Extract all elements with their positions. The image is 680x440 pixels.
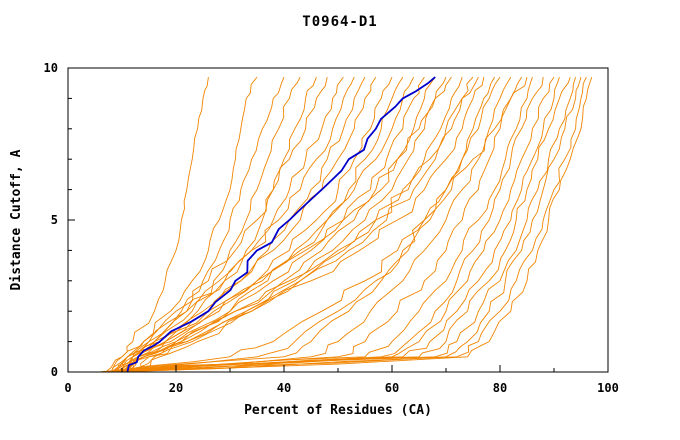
model-curve bbox=[121, 76, 436, 373]
model-curve bbox=[105, 76, 533, 373]
y-tick-label: 5 bbox=[51, 213, 58, 227]
model-curve bbox=[132, 76, 447, 373]
model-curve bbox=[132, 76, 404, 373]
model-curve bbox=[110, 76, 452, 373]
x-tick-label: 40 bbox=[277, 381, 291, 395]
model-curve bbox=[111, 76, 528, 373]
model-curve bbox=[100, 76, 593, 373]
model-curve bbox=[121, 76, 393, 373]
x-tick-label: 80 bbox=[493, 381, 507, 395]
model-curve bbox=[110, 77, 209, 373]
model-curve bbox=[100, 76, 495, 373]
model-curve bbox=[116, 77, 328, 373]
model-curve bbox=[111, 77, 544, 373]
y-tick-label: 10 bbox=[44, 61, 58, 75]
model-curve bbox=[105, 76, 258, 373]
model-curve bbox=[100, 76, 522, 373]
model-curve bbox=[116, 76, 301, 373]
model-curve bbox=[138, 76, 463, 373]
model-curve bbox=[121, 77, 485, 373]
model-curve bbox=[116, 76, 415, 373]
chart-title: T0964-D1 bbox=[302, 14, 378, 30]
model-curve bbox=[110, 76, 355, 373]
highlighted-model-curve bbox=[126, 76, 436, 373]
x-tick-label: 20 bbox=[169, 381, 183, 395]
model-curve bbox=[126, 76, 366, 373]
model-curve bbox=[116, 76, 377, 373]
model-curve bbox=[105, 76, 501, 373]
model-curve bbox=[105, 76, 560, 373]
model-curve bbox=[100, 76, 577, 373]
x-tick-label: 100 bbox=[597, 381, 619, 395]
model-curve bbox=[110, 76, 285, 373]
model-curve bbox=[116, 76, 479, 373]
x-axis-title: Percent of Residues (CA) bbox=[244, 403, 432, 418]
x-tick-label: 60 bbox=[385, 381, 399, 395]
model-curve bbox=[111, 76, 587, 373]
model-curve bbox=[105, 76, 582, 373]
y-tick-label: 0 bbox=[51, 365, 58, 379]
model-curve bbox=[105, 76, 512, 373]
model-curve bbox=[111, 76, 571, 373]
model-curve bbox=[100, 76, 555, 373]
model-curve bbox=[127, 76, 474, 373]
x-tick-label: 0 bbox=[64, 381, 71, 395]
y-axis-title: Distance Cutoff, A bbox=[9, 149, 24, 290]
